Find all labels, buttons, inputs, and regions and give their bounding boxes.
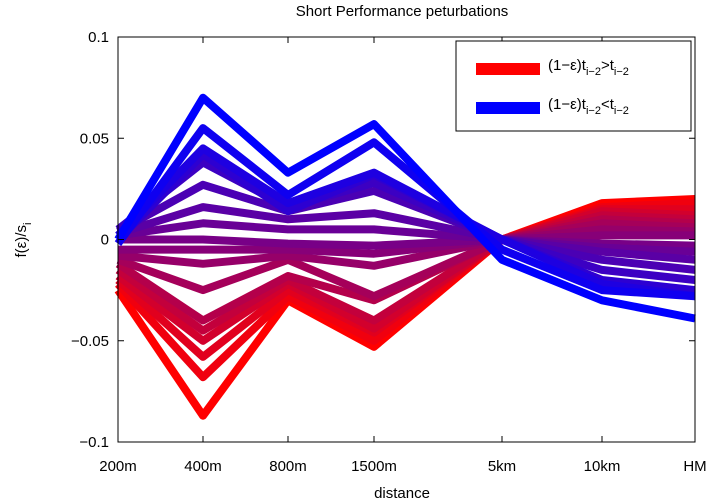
series-line-13 [116, 180, 696, 274]
y-tick-label: −0.1 [79, 434, 109, 451]
x-tick-label: 400m [184, 458, 222, 475]
x-tick-label: 800m [269, 458, 307, 475]
x-tick-label: 10km [584, 458, 621, 475]
ticks-layer: 200m 400m 800m 1500m 5km 10km HM −0.1 −0.05 0 0.05… [71, 29, 707, 475]
chart-title: Short Performance peturbations [296, 3, 509, 20]
x-tick-label: HM [683, 458, 706, 475]
x-tick-label: 1500m [351, 458, 397, 475]
series-line-12 [116, 203, 696, 264]
y-axis-label-group: f(ε)/si [13, 223, 34, 258]
x-tick-label: 200m [99, 458, 137, 475]
series-line-5 [115, 211, 696, 335]
series-line-14 [115, 158, 696, 284]
series-line-17 [114, 124, 696, 301]
y-tick-label: 0.05 [80, 130, 109, 147]
series-line-9 [118, 231, 695, 258]
legend-label-red: (1−ε)ti−2>ti−2 [548, 57, 629, 78]
series-line-7 [116, 219, 696, 301]
series-line-18 [114, 93, 696, 323]
legend-label-blue: (1−ε)ti−2<ti−2 [548, 96, 629, 117]
legend: (1−ε)ti−2>ti−2 (1−ε)ti−2<ti−2 [455, 40, 692, 132]
x-axis-label: distance [374, 485, 430, 502]
series-line-16 [115, 144, 696, 301]
y-tick-label: 0.1 [88, 29, 109, 46]
series-line-11 [117, 219, 696, 256]
y-axis-label-subscript: i [22, 223, 34, 225]
y-tick-label: 0 [101, 232, 109, 249]
y-axis-label-main: f(ε)/s [13, 225, 30, 258]
series-line-8 [117, 225, 696, 270]
series-layer [114, 93, 696, 420]
y-axis-label: f(ε)/si [13, 223, 34, 258]
x-tick-label: 5km [488, 458, 516, 475]
y-tick-label: −0.05 [71, 333, 109, 350]
legend-box [455, 40, 692, 132]
